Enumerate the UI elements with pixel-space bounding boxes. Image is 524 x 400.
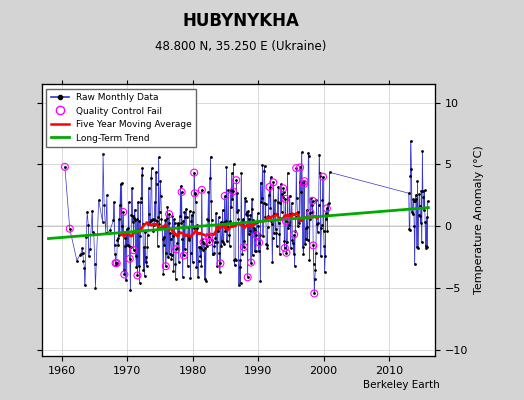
- Point: [319, 174, 327, 180]
- Point: [247, 260, 255, 266]
- Point: [323, 205, 331, 212]
- Text: Berkeley Earth: Berkeley Earth: [364, 380, 440, 390]
- Point: [279, 185, 287, 192]
- Point: [112, 260, 120, 266]
- Point: [232, 177, 241, 183]
- Point: [126, 256, 134, 262]
- Point: [205, 239, 214, 245]
- Point: [180, 252, 188, 259]
- Text: 48.800 N, 35.250 E (Ukraine): 48.800 N, 35.250 E (Ukraine): [155, 40, 327, 53]
- Point: [113, 260, 121, 266]
- Point: [221, 193, 229, 199]
- Point: [129, 247, 138, 253]
- Point: [199, 239, 208, 245]
- Point: [229, 188, 237, 195]
- Point: [161, 263, 170, 270]
- Point: [296, 164, 304, 171]
- Point: [120, 271, 128, 278]
- Point: [205, 234, 213, 240]
- Point: [269, 179, 278, 186]
- Point: [198, 187, 206, 193]
- Legend: Raw Monthly Data, Quality Control Fail, Five Year Moving Average, Long-Term Tren: Raw Monthly Data, Quality Control Fail, …: [47, 88, 196, 147]
- Point: [133, 272, 141, 279]
- Point: [216, 260, 225, 266]
- Text: HUBYNYKHA: HUBYNYKHA: [182, 12, 300, 30]
- Point: [290, 231, 298, 238]
- Point: [66, 226, 74, 232]
- Point: [190, 170, 199, 176]
- Point: [265, 184, 274, 190]
- Point: [310, 290, 319, 297]
- Point: [292, 165, 300, 171]
- Point: [239, 244, 248, 250]
- Point: [282, 218, 290, 224]
- Point: [281, 196, 290, 202]
- Point: [119, 209, 127, 215]
- Point: [165, 211, 173, 217]
- Point: [172, 246, 180, 252]
- Point: [306, 209, 314, 216]
- Point: [178, 189, 186, 195]
- Y-axis label: Temperature Anomaly (°C): Temperature Anomaly (°C): [474, 146, 484, 294]
- Point: [300, 181, 308, 187]
- Point: [281, 245, 289, 251]
- Point: [282, 250, 291, 256]
- Point: [244, 274, 252, 280]
- Point: [309, 242, 318, 249]
- Point: [300, 178, 309, 184]
- Point: [309, 198, 317, 204]
- Point: [61, 164, 69, 170]
- Point: [255, 240, 264, 246]
- Point: [191, 190, 199, 196]
- Point: [252, 232, 260, 238]
